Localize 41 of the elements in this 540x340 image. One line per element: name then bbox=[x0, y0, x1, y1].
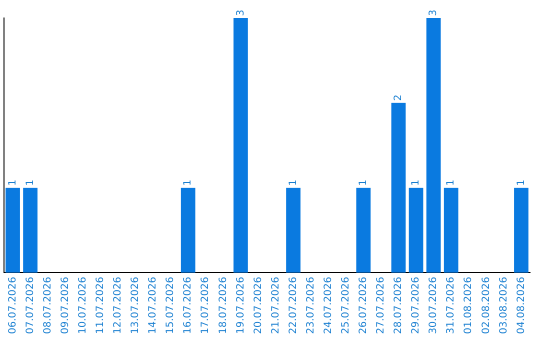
x-tick-label: 14.07.2026 bbox=[148, 276, 159, 334]
x-tick-label: 15.07.2026 bbox=[165, 276, 176, 334]
data-label: 3 bbox=[235, 10, 246, 16]
data-label: 2 bbox=[393, 94, 404, 101]
x-tick-label: 10.07.2026 bbox=[77, 276, 88, 334]
data-label: 1 bbox=[446, 179, 457, 186]
x-tick-label: 04.08.2026 bbox=[516, 276, 527, 334]
x-tick-label: 13.07.2026 bbox=[130, 276, 142, 334]
data-label: 1 bbox=[7, 179, 18, 186]
x-tick-label: 09.07.2026 bbox=[60, 276, 71, 334]
x-tick-label: 02.08.2026 bbox=[480, 276, 492, 334]
data-label: 1 bbox=[516, 179, 527, 186]
x-tick-label: 26.07.2026 bbox=[358, 276, 370, 334]
x-tick-label: 25.07.2026 bbox=[340, 276, 352, 334]
x-tick-label: 03.08.2026 bbox=[498, 276, 510, 334]
x-tick-label: 29.07.2026 bbox=[410, 276, 422, 334]
x-tick-label: 06.07.2026 bbox=[7, 276, 18, 334]
x-tick-label: 11.07.2026 bbox=[95, 276, 106, 334]
x-tick-label: 17.07.2026 bbox=[200, 276, 212, 334]
data-label: 1 bbox=[410, 179, 422, 186]
x-tick-label: 12.07.2026 bbox=[112, 276, 124, 334]
x-tick-label: 30.07.2026 bbox=[428, 276, 440, 334]
x-tick-label: 23.07.2026 bbox=[305, 276, 316, 334]
x-tick-label: 07.07.2026 bbox=[24, 276, 36, 334]
x-tick-label: 27.07.2026 bbox=[376, 276, 387, 334]
data-label: 1 bbox=[24, 179, 36, 186]
x-tick-label: 16.07.2026 bbox=[182, 276, 194, 334]
x-tick-label: 22.07.2026 bbox=[288, 276, 299, 334]
data-label: 1 bbox=[358, 179, 370, 186]
x-tick-label: 24.07.2026 bbox=[322, 276, 334, 334]
x-tick-label: 28.07.2026 bbox=[393, 276, 404, 334]
x-tick-label: 31.07.2026 bbox=[446, 276, 457, 334]
data-label: 1 bbox=[182, 179, 194, 186]
x-tick-label: 18.07.2026 bbox=[218, 276, 229, 334]
x-tick-label: 20.07.2026 bbox=[252, 276, 264, 334]
x-tick-label: 08.07.2026 bbox=[42, 276, 54, 334]
x-tick-label: 19.07.2026 bbox=[235, 276, 246, 334]
data-label: 3 bbox=[428, 10, 440, 16]
data-label: 1 bbox=[288, 179, 299, 186]
x-tick-label: 21.07.2026 bbox=[270, 276, 282, 334]
x-tick-label: 01.08.2026 bbox=[463, 276, 474, 334]
